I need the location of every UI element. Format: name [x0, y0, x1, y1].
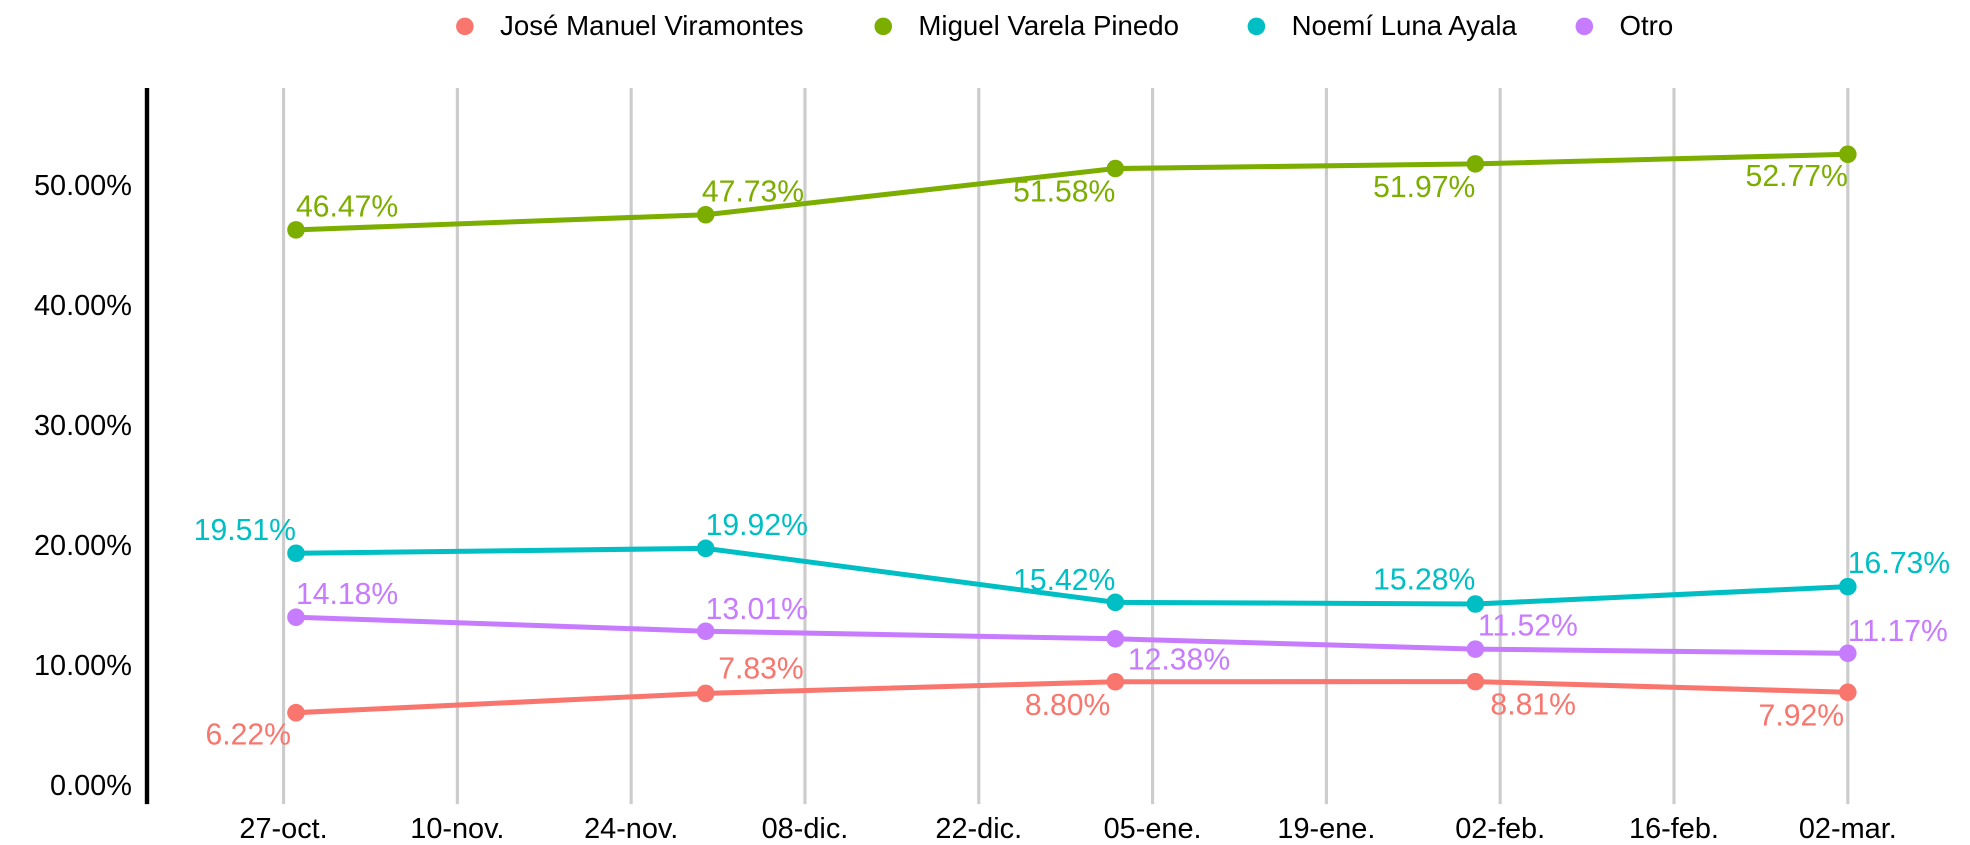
- legend-marker: [1247, 17, 1266, 36]
- x-tick-label: 27-oct.: [239, 813, 327, 845]
- data-label: 46.47%: [296, 190, 398, 223]
- y-tick-label: 30.00%: [34, 410, 132, 442]
- data-label: 14.18%: [296, 578, 398, 611]
- data-point: [696, 622, 715, 641]
- y-tick-label: 40.00%: [34, 290, 132, 322]
- data-label: 7.92%: [1759, 699, 1844, 732]
- data-label: 13.01%: [706, 593, 808, 626]
- y-tick-label: 10.00%: [34, 650, 132, 682]
- data-point: [1839, 644, 1857, 663]
- data-label: 15.28%: [1373, 563, 1475, 596]
- x-tick-label: 05-ene.: [1104, 813, 1202, 845]
- data-label: 7.83%: [718, 653, 803, 686]
- data-point: [1839, 683, 1857, 702]
- x-tick-label: 02-mar.: [1799, 813, 1897, 845]
- data-label: 11.17%: [1848, 615, 1948, 648]
- data-label: 8.80%: [1025, 689, 1110, 722]
- data-point: [1839, 145, 1857, 164]
- legend-marker: [874, 17, 893, 36]
- x-tick-label: 24-nov.: [584, 813, 678, 845]
- y-tick-label: 0.00%: [50, 770, 132, 802]
- legend-marker: [1575, 17, 1594, 36]
- x-tick-label: 02-feb.: [1455, 813, 1545, 845]
- y-tick-label: 50.00%: [34, 170, 132, 202]
- data-point: [1106, 629, 1125, 648]
- data-label: 16.73%: [1848, 547, 1950, 580]
- legend-label: Miguel Varela Pinedo: [918, 10, 1179, 41]
- data-point: [1466, 595, 1485, 613]
- data-label: 51.97%: [1373, 171, 1475, 204]
- data-label: 47.73%: [702, 175, 804, 208]
- x-tick-label: 10-nov.: [410, 813, 504, 845]
- legend-label: Otro: [1619, 10, 1673, 41]
- data-point: [696, 205, 715, 224]
- data-label: 11.52%: [1478, 610, 1578, 643]
- data-label: 15.42%: [1013, 564, 1115, 597]
- legend-marker: [456, 17, 474, 36]
- x-tick-label: 16-feb.: [1629, 813, 1719, 845]
- data-label: 19.92%: [706, 509, 808, 542]
- data-label: 8.81%: [1490, 689, 1575, 722]
- data-point: [1466, 155, 1485, 173]
- data-label: 19.51%: [194, 514, 296, 547]
- data-point: [1466, 672, 1485, 691]
- data-label: 52.77%: [1746, 160, 1848, 193]
- series-line: [295, 614, 1848, 656]
- legend-label: Noemí Luna Ayala: [1292, 10, 1518, 41]
- x-tick-label: 19-ene.: [1277, 813, 1375, 845]
- data-point: [287, 544, 305, 563]
- data-point: [1466, 640, 1485, 658]
- data-point: [1106, 593, 1125, 612]
- data-point: [1106, 672, 1125, 691]
- data-point: [696, 684, 715, 703]
- data-point: [1106, 159, 1125, 178]
- data-point: [287, 221, 305, 239]
- data-point: [1839, 577, 1857, 596]
- plot: 27-oct. 10-nov. 24-nov. 08-dic. 22-dic. 05-en…: [34, 10, 1950, 845]
- x-tick-label: 22-dic.: [935, 813, 1022, 845]
- data-label: 6.22%: [205, 719, 290, 752]
- data-label: 12.38%: [1128, 643, 1230, 676]
- y-tick-label: 20.00%: [34, 530, 132, 562]
- data-point: [287, 608, 305, 626]
- x-tick-label: 08-dic.: [762, 813, 849, 845]
- data-point: [696, 539, 715, 558]
- data-point: [287, 703, 305, 722]
- legend: José Manuel Viramontes Miguel Varela Pine…: [456, 10, 1673, 41]
- legend-label: José Manuel Viramontes: [500, 10, 804, 41]
- data-label: 51.58%: [1013, 176, 1115, 209]
